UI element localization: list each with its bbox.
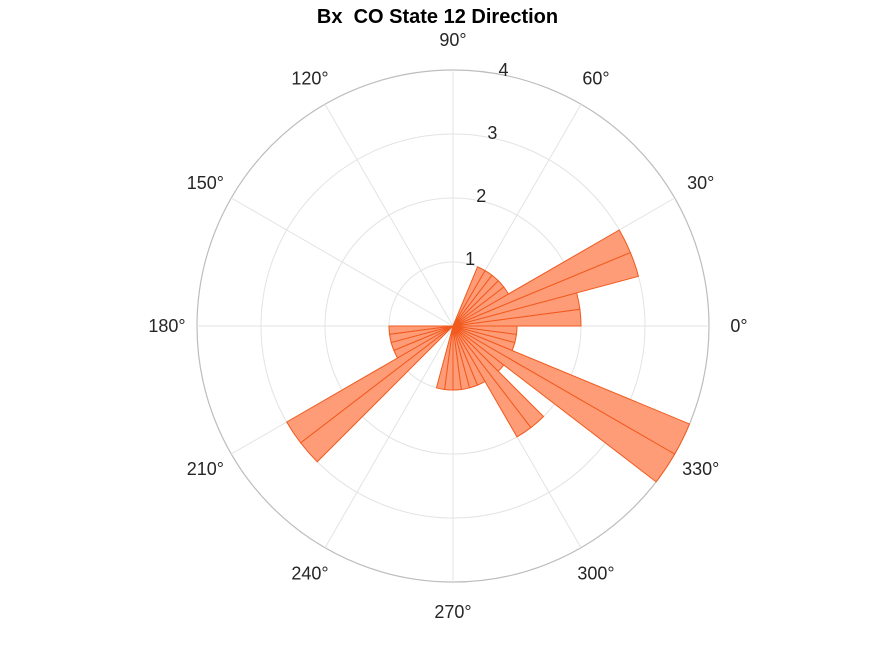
angle-tick-label-120: 120° bbox=[291, 68, 328, 88]
angle-tick-label-150: 150° bbox=[187, 173, 224, 193]
histogram-bar-60 bbox=[452, 266, 486, 327]
angle-tick-label-330: 330° bbox=[682, 459, 719, 479]
radial-tick-label-3: 3 bbox=[487, 123, 497, 143]
angle-tick-label-90: 90° bbox=[439, 30, 466, 50]
angle-tick-label-270: 270° bbox=[434, 602, 471, 622]
angle-tick-label-210: 210° bbox=[187, 459, 224, 479]
histogram-bar-330 bbox=[452, 325, 691, 455]
angle-tick-label-30: 30° bbox=[687, 173, 714, 193]
histogram-bars bbox=[286, 229, 691, 483]
histogram-bar-22.5 bbox=[452, 229, 632, 327]
radial-tick-label-1: 1 bbox=[465, 249, 475, 269]
angle-tick-label-240: 240° bbox=[291, 564, 328, 584]
histogram-bar-307.5 bbox=[452, 325, 545, 429]
chart-title: Bx CO State 12 Direction bbox=[316, 6, 559, 28]
histogram-bar-352.5 bbox=[452, 325, 518, 335]
axis-labels: 0° 30° 60° 90° 120° 150° 180° 210° 240° 270° 300° 3… bbox=[148, 30, 747, 622]
angle-tick-label-0: 0° bbox=[730, 316, 747, 336]
angle-tick-label-60: 60° bbox=[582, 68, 609, 88]
radial-tick-label-4: 4 bbox=[498, 60, 508, 80]
angle-grid-line-120 bbox=[324, 104, 454, 327]
angle-tick-label-300: 300° bbox=[577, 564, 614, 584]
angle-tick-label-180: 180° bbox=[148, 316, 185, 336]
histogram-bar-217.5 bbox=[299, 325, 454, 463]
radial-tick-label-2: 2 bbox=[476, 186, 486, 206]
angle-grid-line-150 bbox=[231, 197, 454, 327]
angle-grid-line-240 bbox=[324, 325, 454, 548]
